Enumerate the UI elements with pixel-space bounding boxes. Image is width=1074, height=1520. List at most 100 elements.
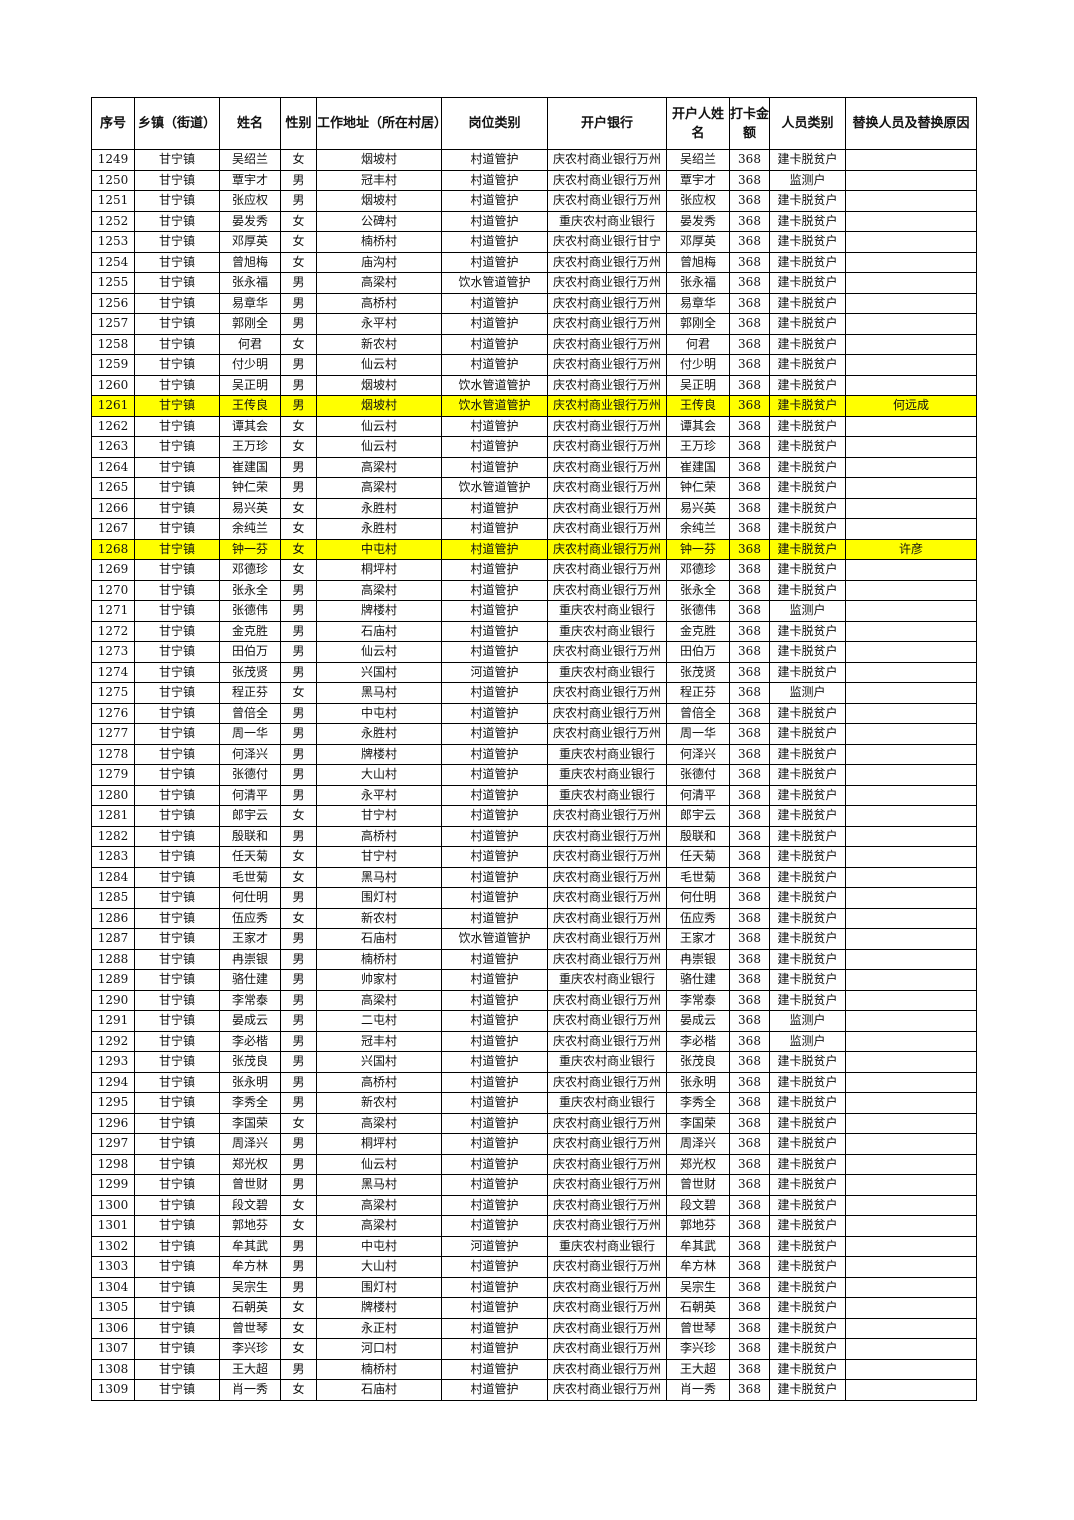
cell-index: 1302 bbox=[91, 1235, 135, 1257]
cell-category: 建卡脱贫户 bbox=[769, 1358, 846, 1380]
cell-town: 甘宁镇 bbox=[134, 231, 220, 253]
cell-bank: 庆农村商业银行万州 bbox=[547, 723, 667, 745]
cell-replacement bbox=[845, 784, 977, 806]
cell-category: 建卡脱贫户 bbox=[769, 1071, 846, 1093]
cell-address: 帅家村 bbox=[316, 969, 442, 991]
cell-replacement bbox=[845, 1174, 977, 1196]
cell-index: 1301 bbox=[91, 1215, 135, 1237]
cell-post-type: 饮水管道管护 bbox=[441, 374, 548, 396]
cell-town: 甘宁镇 bbox=[134, 866, 220, 888]
cell-post-type: 村道管护 bbox=[441, 1092, 548, 1114]
cell-account-holder: 王传良 bbox=[666, 395, 730, 417]
cell-account-holder: 吴绍兰 bbox=[666, 149, 730, 171]
cell-gender: 男 bbox=[280, 313, 317, 335]
cell-post-type: 村道管护 bbox=[441, 1297, 548, 1319]
cell-gender: 女 bbox=[280, 497, 317, 519]
cell-replacement bbox=[845, 600, 977, 622]
cell-town: 甘宁镇 bbox=[134, 190, 220, 212]
cell-address: 新农村 bbox=[316, 333, 442, 355]
cell-town: 甘宁镇 bbox=[134, 723, 220, 745]
cell-address: 冠丰村 bbox=[316, 1030, 442, 1052]
cell-town: 甘宁镇 bbox=[134, 948, 220, 970]
cell-bank: 庆农村商业银行万州 bbox=[547, 354, 667, 376]
cell-address: 新农村 bbox=[316, 1092, 442, 1114]
header-replacement: 替换人员及替换原因 bbox=[845, 97, 977, 150]
cell-category: 监测户 bbox=[769, 1030, 846, 1052]
cell-post-type: 村道管护 bbox=[441, 1379, 548, 1401]
cell-category: 建卡脱贫户 bbox=[769, 641, 846, 663]
cell-account-holder: 骆仕建 bbox=[666, 969, 730, 991]
cell-category: 建卡脱贫户 bbox=[769, 784, 846, 806]
cell-amount: 368 bbox=[729, 1358, 770, 1380]
cell-index: 1294 bbox=[91, 1071, 135, 1093]
cell-replacement bbox=[845, 1030, 977, 1052]
cell-town: 甘宁镇 bbox=[134, 1153, 220, 1175]
cell-category: 建卡脱贫户 bbox=[769, 661, 846, 683]
cell-gender: 女 bbox=[280, 1112, 317, 1134]
cell-post-type: 村道管护 bbox=[441, 1317, 548, 1339]
cell-account-holder: 钟一芬 bbox=[666, 538, 730, 560]
cell-amount: 368 bbox=[729, 436, 770, 458]
cell-account-holder: 张应权 bbox=[666, 190, 730, 212]
table-row: 1299 甘宁镇 曾世财男黑马村 村道管护 庆农村商业银行万州 曾世财 368 建卡脱贫户 bbox=[91, 1174, 977, 1196]
cell-post-type: 村道管护 bbox=[441, 190, 548, 212]
cell-town: 甘宁镇 bbox=[134, 1133, 220, 1155]
cell-town: 甘宁镇 bbox=[134, 969, 220, 991]
cell-town: 甘宁镇 bbox=[134, 313, 220, 335]
cell-name: 张应权 bbox=[219, 190, 281, 212]
cell-post-type: 饮水管道管护 bbox=[441, 395, 548, 417]
cell-gender: 男 bbox=[280, 661, 317, 683]
cell-account-holder: 易兴英 bbox=[666, 497, 730, 519]
cell-category: 建卡脱贫户 bbox=[769, 272, 846, 294]
table-row: 1255 甘宁镇 张永福男高梁村 饮水管道管护 庆农村商业银行万州 张永福 368 建卡脱贫户 bbox=[91, 272, 977, 294]
cell-address: 甘宁村 bbox=[316, 846, 442, 868]
cell-gender: 男 bbox=[280, 1153, 317, 1175]
table-row: 1286 甘宁镇 伍应秀女新农村 村道管护 庆农村商业银行万州 伍应秀 368 建卡脱贫户 bbox=[91, 907, 977, 929]
cell-amount: 368 bbox=[729, 1092, 770, 1114]
cell-category: 建卡脱贫户 bbox=[769, 846, 846, 868]
cell-category: 建卡脱贫户 bbox=[769, 251, 846, 273]
cell-bank: 庆农村商业银行万州 bbox=[547, 1358, 667, 1380]
cell-index: 1281 bbox=[91, 805, 135, 827]
cell-town: 甘宁镇 bbox=[134, 559, 220, 581]
cell-index: 1284 bbox=[91, 866, 135, 888]
cell-account-holder: 郎宇云 bbox=[666, 805, 730, 827]
cell-town: 甘宁镇 bbox=[134, 333, 220, 355]
cell-replacement bbox=[845, 477, 977, 499]
cell-index: 1257 bbox=[91, 313, 135, 335]
cell-post-type: 村道管护 bbox=[441, 948, 548, 970]
cell-account-holder: 肖一秀 bbox=[666, 1379, 730, 1401]
cell-gender: 男 bbox=[280, 600, 317, 622]
cell-index: 1254 bbox=[91, 251, 135, 273]
cell-bank: 重庆农村商业银行 bbox=[547, 1092, 667, 1114]
cell-address: 兴国村 bbox=[316, 1051, 442, 1073]
cell-replacement bbox=[845, 620, 977, 642]
cell-category: 建卡脱贫户 bbox=[769, 1338, 846, 1360]
cell-town: 甘宁镇 bbox=[134, 907, 220, 929]
cell-address: 甘宁村 bbox=[316, 805, 442, 827]
cell-amount: 368 bbox=[729, 1194, 770, 1216]
cell-account-holder: 何清平 bbox=[666, 784, 730, 806]
cell-replacement bbox=[845, 661, 977, 683]
cell-post-type: 村道管护 bbox=[441, 436, 548, 458]
cell-index: 1276 bbox=[91, 702, 135, 724]
cell-name: 郎宇云 bbox=[219, 805, 281, 827]
cell-category: 建卡脱贫户 bbox=[769, 354, 846, 376]
cell-category: 监测户 bbox=[769, 682, 846, 704]
cell-gender: 女 bbox=[280, 415, 317, 437]
table-row: 1304 甘宁镇 吴宗生男围灯村 村道管护 庆农村商业银行万州 吴宗生 368 建卡脱贫户 bbox=[91, 1276, 977, 1298]
cell-category: 建卡脱贫户 bbox=[769, 1215, 846, 1237]
cell-town: 甘宁镇 bbox=[134, 1379, 220, 1401]
cell-replacement bbox=[845, 702, 977, 724]
cell-amount: 368 bbox=[729, 1276, 770, 1298]
cell-index: 1259 bbox=[91, 354, 135, 376]
cell-replacement bbox=[845, 559, 977, 581]
cell-account-holder: 张永明 bbox=[666, 1071, 730, 1093]
cell-category: 建卡脱贫户 bbox=[769, 497, 846, 519]
cell-bank: 庆农村商业银行万州 bbox=[547, 907, 667, 929]
cell-replacement bbox=[845, 1010, 977, 1032]
cell-account-holder: 崔建国 bbox=[666, 456, 730, 478]
cell-name: 张永福 bbox=[219, 272, 281, 294]
cell-bank: 庆农村商业银行万州 bbox=[547, 456, 667, 478]
cell-index: 1296 bbox=[91, 1112, 135, 1134]
